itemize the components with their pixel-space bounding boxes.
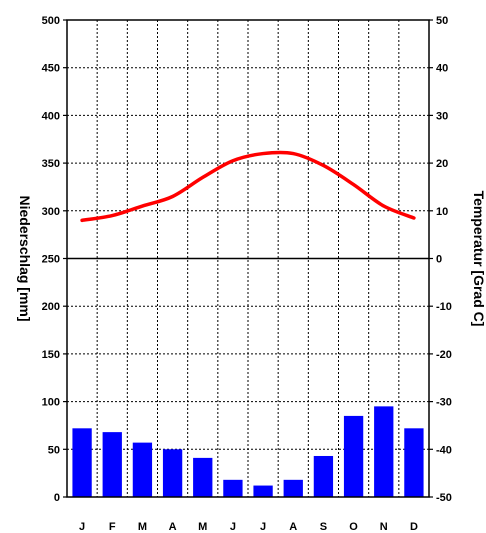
- x-tick-label: F: [109, 521, 116, 533]
- precipitation-bar: [132, 442, 153, 497]
- left-tick-label: 500: [42, 15, 60, 27]
- right-tick-label: -50: [436, 492, 452, 504]
- right-tick-label: 20: [436, 158, 448, 170]
- x-tick-label: J: [79, 521, 85, 533]
- x-tick-label: D: [410, 521, 418, 533]
- precipitation-bar: [162, 449, 183, 497]
- precipitation-bar: [223, 479, 243, 497]
- x-tick-label: N: [380, 521, 388, 533]
- right-tick-label: -10: [436, 301, 452, 313]
- precipitation-bar: [343, 415, 364, 497]
- precipitation-bar: [404, 428, 424, 497]
- precipitation-bar: [374, 406, 394, 497]
- right-tick-label: 10: [436, 206, 448, 218]
- x-tick-label: A: [169, 521, 177, 533]
- precipitation-bar: [283, 479, 303, 497]
- left-tick-label: 0: [54, 492, 60, 504]
- right-tick-label: 0: [436, 254, 442, 266]
- right-tick-label: 50: [436, 15, 448, 27]
- left-axis: 0 50 100 150 200 250 300 350 400 450 500: [42, 15, 67, 504]
- right-tick-label: -20: [436, 349, 452, 361]
- x-tick-label: J: [260, 521, 266, 533]
- left-tick-label: 350: [42, 158, 60, 170]
- precipitation-bar: [72, 428, 92, 497]
- precipitation-bar: [253, 485, 273, 497]
- x-tick-label: A: [289, 521, 297, 533]
- right-axis: -50 -40 -30 -20 -10 0 10 20 30 40 50: [429, 15, 452, 504]
- precipitation-bar: [193, 457, 213, 497]
- left-tick-label: 450: [42, 63, 60, 75]
- left-tick-label: 150: [42, 349, 60, 361]
- x-tick-label: M: [198, 521, 207, 533]
- left-tick-label: 100: [42, 397, 60, 409]
- left-tick-label: 200: [42, 301, 60, 313]
- right-tick-label: 40: [436, 63, 448, 75]
- grid: [67, 20, 429, 497]
- left-tick-label: 300: [42, 206, 60, 218]
- left-tick-label: 50: [48, 444, 60, 456]
- left-tick-label: 400: [42, 110, 60, 122]
- precipitation-bar: [102, 432, 122, 497]
- right-tick-label: -30: [436, 397, 452, 409]
- x-tick-label: S: [320, 521, 327, 533]
- temperature-line: [80, 150, 416, 223]
- precipitation-bars: [72, 406, 424, 497]
- y-axis-label-right: Temperatur [Grad C]: [471, 191, 486, 327]
- right-tick-label: 30: [436, 110, 448, 122]
- y-axis-label-left: Niederschlag [mm]: [17, 195, 33, 321]
- right-tick-label: -40: [436, 444, 452, 456]
- left-tick-label: 250: [42, 254, 60, 266]
- x-tick-label: J: [230, 521, 236, 533]
- x-tick-label: O: [349, 521, 358, 533]
- precipitation-bar: [313, 455, 334, 497]
- x-tick-label: M: [138, 521, 147, 533]
